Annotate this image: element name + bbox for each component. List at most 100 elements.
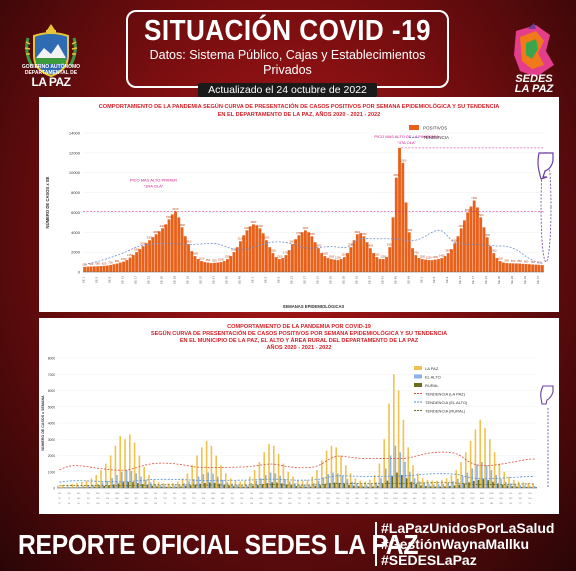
chart2-table-cell: 130 (250, 503, 254, 505)
chart2-bar-rural (228, 485, 230, 488)
chart1-data-label: 1050 (121, 257, 127, 261)
chart1-bar (245, 230, 249, 272)
chart2-bar-el-alto (250, 483, 253, 488)
chart2-bar-la-paz (421, 478, 424, 488)
chart1-bar (109, 265, 113, 272)
chart2-bar-el-alto (505, 481, 507, 488)
chart2-table-cell: 600 (403, 503, 407, 505)
chart1-xtick-label: SE 13 (458, 276, 462, 285)
chart1-ytick-label: 10000 (69, 170, 81, 175)
chart1-bar (368, 248, 372, 272)
chart1-xtick-label: SE 13 (289, 276, 293, 285)
chart2-bar-la-paz (263, 452, 265, 488)
chart1-bar (498, 261, 502, 272)
chart1-data-label: 1200 (335, 256, 341, 260)
chart2-bar-rural (89, 487, 91, 488)
chart2-table-cell: 450 (317, 498, 321, 500)
chart2-bar-la-paz (450, 475, 453, 488)
chart1-bar (200, 261, 203, 272)
chart2-table-cell: 750 (279, 498, 283, 500)
chart1-data-label: 3800 (354, 230, 360, 234)
chart1-data-label: 2600 (140, 242, 146, 246)
chart1-bar (229, 256, 233, 272)
chart2-bar-la-paz (167, 483, 169, 488)
chart1-data-label: 4500 (179, 223, 185, 227)
crest-caption-text: GOBIERNO AUTÓNOMO DEPARTAMENTAL DE (21, 64, 81, 76)
chart1-bar (167, 219, 171, 272)
sedes-logo-name: SEDES LA PAZ (502, 74, 566, 95)
chart2-table-cell: 1600 (460, 493, 465, 495)
chart1-data-label: 4400 (160, 224, 166, 228)
chart2-bar-rural (333, 482, 336, 488)
chart1-bar (235, 247, 239, 272)
chart2-bar-rural (223, 484, 225, 488)
chart2-bar-la-paz (124, 439, 126, 488)
chart1-data-label: 2800 (290, 240, 296, 244)
chart2-bar-rural (420, 485, 422, 488)
chart1-bar (316, 248, 320, 272)
chart2-table-cell: 30 (68, 503, 71, 505)
chart2-table-cell: 500 (298, 493, 302, 495)
chart1-bar (443, 256, 447, 272)
chart1-bar (277, 259, 281, 272)
chart2-bar-la-paz (229, 478, 232, 488)
chart1-bar (437, 259, 440, 272)
chart1-bar (463, 220, 466, 272)
chart1-bar (424, 259, 427, 272)
chart2-table-cell: 2600 (115, 493, 120, 495)
crest-city: LA PAZ (31, 75, 72, 89)
chart2-table-cell: 800 (451, 493, 455, 495)
chart2-ytick-label: 7000 (48, 373, 55, 377)
chart1-xtick-label: SE 21 (315, 276, 319, 285)
chart2-bar-rural (329, 483, 331, 488)
chart1-data-label: 2900 (452, 239, 458, 243)
chart1-bar (131, 255, 135, 272)
chart2-bar-la-paz (532, 483, 534, 488)
chart1-bar (349, 247, 353, 272)
chart2-table-cell: 500 (307, 493, 311, 495)
chart1-data-label: 3600 (361, 232, 367, 236)
chart2-bar-rural (482, 479, 485, 488)
chart2-table-cell: 210 (192, 503, 196, 505)
chart1-bar (290, 244, 294, 272)
chart2-table-cell: 140 (528, 498, 532, 500)
chart1-bar (505, 263, 509, 272)
chart2-bar-rural (266, 483, 269, 488)
chart1-annotation: PICO MAS ALTO PRIMER (130, 177, 177, 182)
chart1-data-label: 1700 (283, 251, 289, 255)
chart1-data-label: 1450 (127, 253, 133, 257)
chart2-bar-rural (108, 485, 110, 488)
chart1-bar (450, 249, 453, 272)
chart2-bar-rural (281, 483, 283, 488)
chart2-table-cell: 950 (394, 503, 398, 505)
chart1-bar (398, 147, 401, 272)
chart1-data-label: 1200 (426, 256, 432, 260)
chart2-bar-rural (319, 485, 321, 488)
chart2-bar-la-paz (297, 479, 299, 488)
chart2-bar-el-alto (409, 471, 411, 488)
sedes-logo (514, 23, 554, 77)
hashtag: #LaPazUnidosPorLaSalud (381, 520, 555, 536)
chart2-bar-el-alto (370, 484, 373, 488)
chart1-bar (446, 253, 450, 272)
chart2-table-cell: 1400 (192, 493, 197, 495)
chart2-bar-el-alto (365, 484, 368, 488)
chart1-bar (102, 265, 106, 272)
chart2-bar-rural (247, 486, 249, 488)
chart2-bar-la-paz (61, 485, 64, 488)
chart2-table-cell: 1100 (489, 498, 494, 500)
chart1-bar (148, 240, 151, 272)
chart2-bar-el-alto (135, 473, 137, 488)
chart1-data-label: 11000 (399, 158, 407, 162)
chart2-table-cell: 400 (288, 498, 292, 500)
chart1-xtick-label: SE 17 (471, 276, 475, 285)
chart1-legend-label: POSITIVOS (423, 126, 447, 131)
chart1-bar (206, 262, 210, 272)
chart2-bar-la-paz (273, 445, 275, 488)
chart2-bar-rural (362, 486, 365, 488)
chart1-bar (209, 263, 213, 272)
chart2-bar-la-paz (162, 483, 165, 488)
chart2-bar-la-paz (225, 473, 227, 488)
chart1-bar (141, 246, 145, 272)
